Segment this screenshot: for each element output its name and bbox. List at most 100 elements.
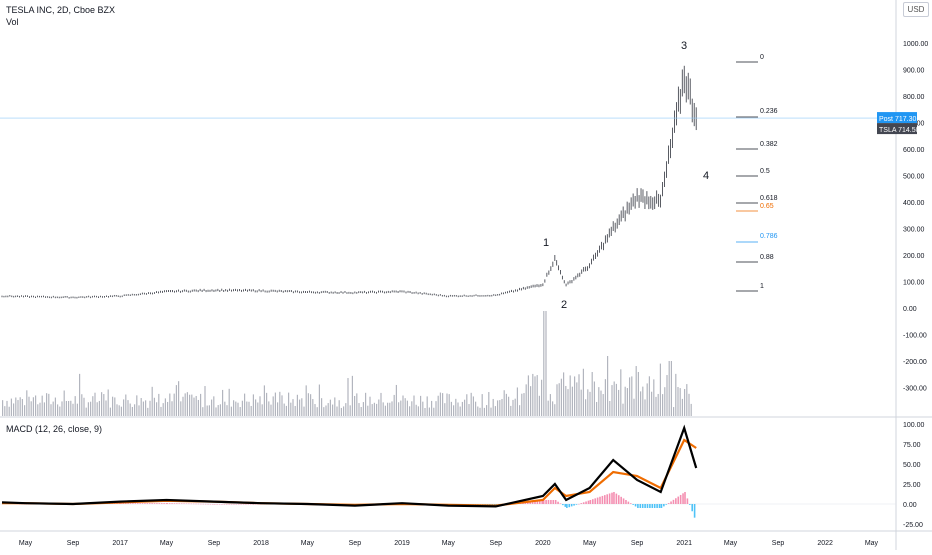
volume-bar — [651, 391, 653, 416]
volume-bar — [81, 394, 83, 416]
volume-bar — [367, 405, 369, 416]
volume-bar — [354, 395, 356, 416]
volume-bar — [472, 396, 474, 416]
volume-bar — [76, 403, 78, 416]
macd-tick-label: 25.00 — [903, 482, 921, 489]
volume-bar — [365, 392, 367, 416]
volume-bar — [250, 405, 252, 416]
volume-bar — [549, 394, 551, 416]
volume-bar — [406, 400, 408, 416]
macd-histogram-bar — [580, 503, 583, 504]
volume-bar — [512, 399, 514, 416]
volume-bar — [30, 401, 32, 416]
macd-histogram-bar — [582, 502, 585, 504]
macd-histogram-bar — [531, 501, 534, 504]
volume-bar — [105, 400, 107, 416]
macd-histogram-bar — [622, 498, 625, 504]
volume-bar — [602, 394, 604, 416]
volume-bar — [525, 384, 527, 416]
volume-bar — [175, 385, 177, 416]
volume-bar — [52, 401, 54, 416]
macd-histogram-bar — [542, 500, 545, 504]
volume-bar — [131, 406, 133, 416]
volume-bar — [488, 392, 490, 416]
macd-histogram-bar — [550, 500, 552, 504]
volume-bar — [252, 394, 254, 416]
volume-bar — [206, 405, 208, 416]
volume-bar — [79, 373, 81, 416]
volume-bar — [338, 400, 340, 416]
volume-bar — [244, 393, 246, 416]
volume-bar — [37, 404, 39, 416]
volume-bar — [384, 405, 386, 416]
macd-histogram-bar — [254, 504, 257, 505]
volume-bar — [24, 405, 26, 416]
volume-bar — [563, 372, 565, 416]
macd-histogram-bar — [672, 499, 675, 504]
volume-bar — [332, 404, 334, 416]
volume-bar — [19, 397, 21, 416]
macd-histogram-bar — [188, 503, 190, 505]
volume-bar — [136, 395, 138, 416]
macd-histogram-bar — [637, 504, 639, 508]
macd-histogram-bar — [493, 504, 496, 505]
macd-histogram-bar — [247, 504, 250, 505]
volume-bar — [380, 392, 382, 416]
macd-histogram-bar — [632, 504, 634, 505]
macd-histogram-bar — [204, 503, 207, 505]
fib-level-label: 0.236 — [760, 108, 778, 115]
macd-tick-label: 0.00 — [903, 502, 917, 509]
volume-bar — [343, 406, 345, 416]
macd-histogram-bar — [625, 500, 627, 504]
macd-histogram-bar — [608, 493, 611, 504]
volume-bar — [439, 392, 441, 416]
macd-histogram-bar — [202, 503, 205, 505]
macd-histogram-bar — [240, 504, 242, 505]
volume-bar — [96, 402, 98, 416]
macd-histogram-bar — [218, 504, 221, 505]
volume-bar — [299, 399, 301, 416]
volume-bar — [127, 400, 129, 416]
volume-bar — [15, 397, 17, 416]
macd-histogram-bar — [489, 504, 491, 505]
volume-bar — [182, 396, 184, 416]
volume-bar — [173, 393, 175, 416]
wave-label: 3 — [681, 40, 687, 52]
volume-bar — [294, 406, 296, 416]
volume-bar — [266, 392, 268, 416]
macd-histogram-bar — [252, 504, 254, 505]
volume-bar — [420, 395, 422, 416]
macd-histogram-bar — [596, 497, 599, 504]
volume-bar — [224, 401, 226, 416]
currency-button[interactable]: USD — [903, 2, 929, 17]
volume-bar — [10, 398, 12, 416]
macd-line — [1, 424, 698, 508]
macd-histogram-bar — [604, 495, 606, 504]
macd-histogram-bar — [557, 501, 559, 504]
volume-bar — [659, 363, 661, 416]
volume-bar — [552, 401, 554, 416]
macd-histogram-bar — [615, 493, 618, 504]
volume-bar — [411, 401, 413, 416]
volume-bar — [646, 383, 648, 416]
volume-bar — [312, 399, 314, 416]
volume-bar — [336, 406, 338, 416]
macd-histogram-bar — [538, 500, 541, 504]
volume-bar — [101, 392, 103, 416]
volume-bar — [514, 398, 516, 416]
volume-bar — [92, 396, 94, 416]
macd-histogram-bar — [197, 503, 200, 505]
macd-histogram-bar — [223, 504, 226, 505]
macd-histogram-bar — [562, 504, 564, 506]
time-axis-label: Sep — [772, 540, 785, 547]
volume-bar — [670, 361, 672, 416]
volume-bar — [516, 387, 518, 416]
volume-bar — [578, 374, 580, 416]
volume-bar — [596, 401, 598, 416]
macd-histogram-bar — [606, 494, 609, 504]
volume-bar — [129, 403, 131, 416]
volume-bar — [653, 379, 655, 416]
volume-bar — [598, 387, 600, 416]
